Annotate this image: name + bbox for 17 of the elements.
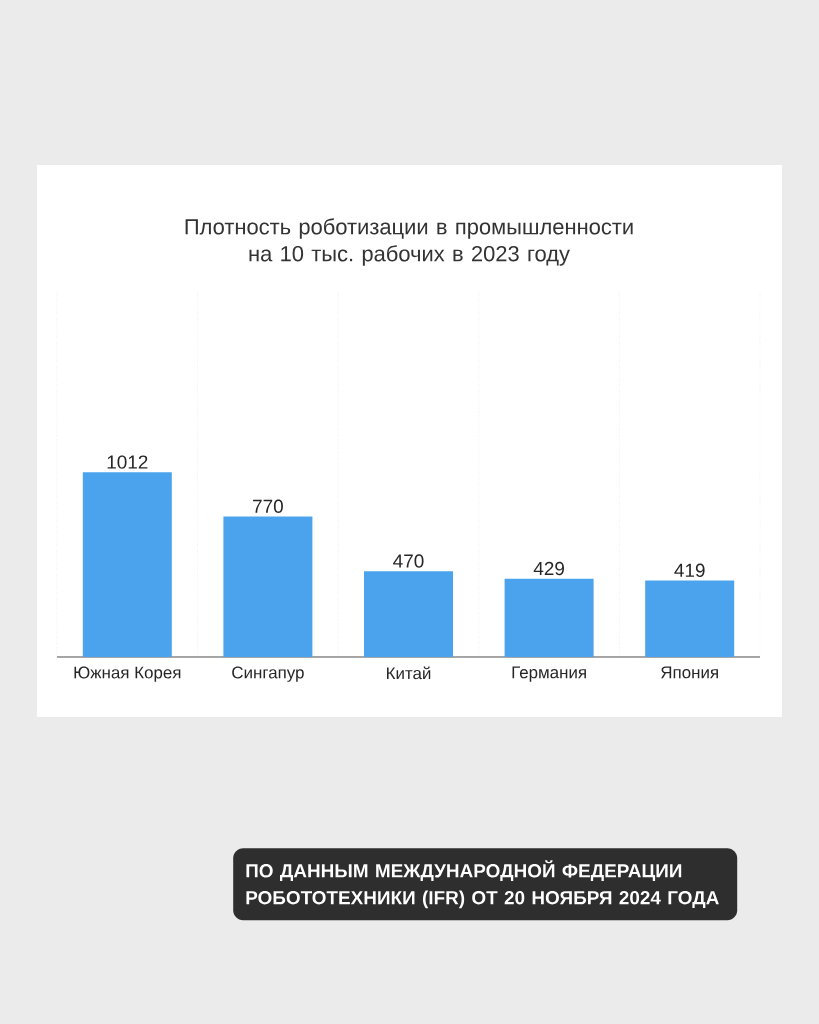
bar	[504, 578, 594, 657]
chart-title: Плотность роботизации в промышленности на 10 тыс. рабочих в 2023 году	[185, 218, 633, 266]
bar	[364, 571, 453, 657]
data-label: 419	[674, 563, 705, 577]
x-tick-label: Япония	[661, 666, 718, 679]
x-tick-label: Сингапур	[232, 666, 304, 682]
data-label: 1012	[107, 455, 148, 469]
data-label: 770	[253, 499, 283, 513]
data-label: 470	[393, 554, 424, 568]
bar	[223, 516, 313, 657]
x-tick-label: Германия	[512, 666, 586, 682]
bar	[645, 580, 735, 657]
x-tick-label: Китай	[387, 666, 431, 680]
x-tick-label: Южная Корея	[74, 666, 181, 682]
bar	[82, 472, 172, 657]
text: ПО ДАННЫМ МЕЖДУНАРОДНОЙ ФЕДЕРАЦИИ РОБОТОТЕХНИКИ (IFR) ОТ 20 НОЯБРЯ 2024 ГОДА	[246, 860, 719, 909]
data-label: 429	[533, 561, 564, 576]
